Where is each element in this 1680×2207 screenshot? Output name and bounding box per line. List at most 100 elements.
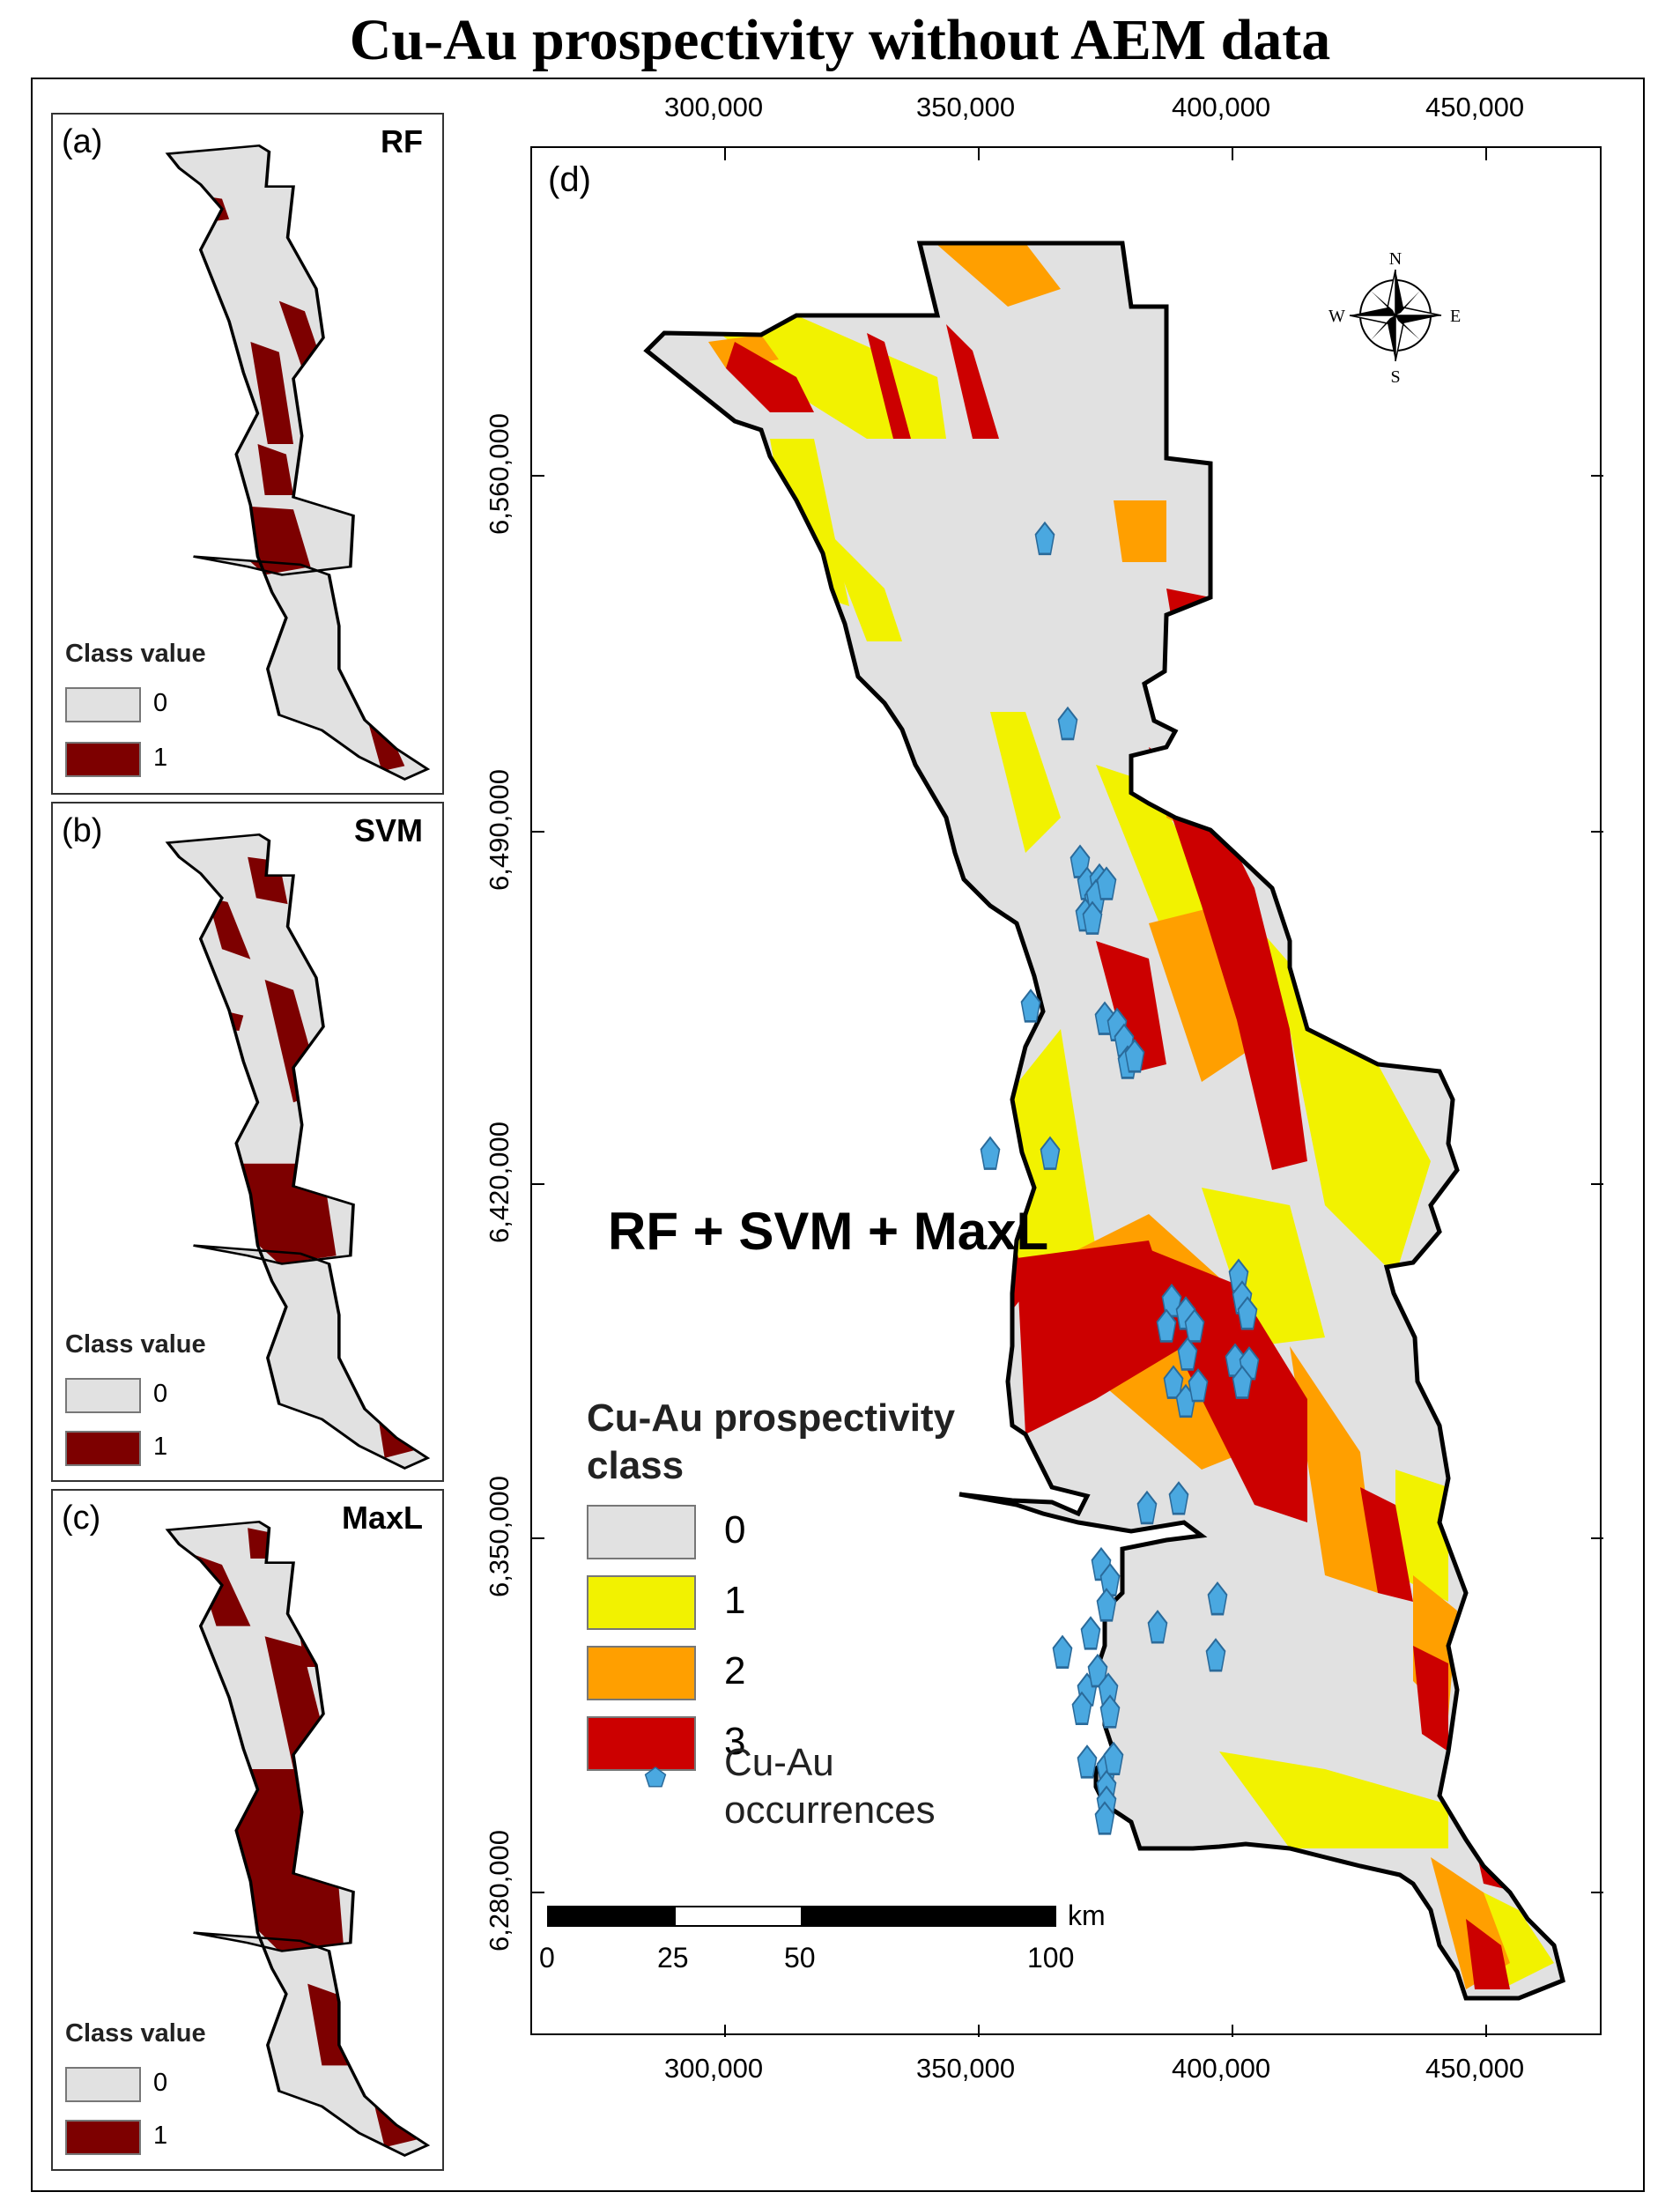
prospectivity-patch <box>1466 1919 1510 1989</box>
occurrence-point <box>1168 1481 1189 1515</box>
compass-s: S <box>1390 367 1400 387</box>
panel-name: RF <box>381 123 423 159</box>
occurrence-point <box>1177 1337 1198 1371</box>
y-tick-left-6280000: 6,280,000 <box>483 1830 514 1951</box>
region-outline <box>165 144 431 781</box>
occurrence-point <box>1020 989 1041 1023</box>
legend-occurrence-icon <box>644 1766 667 1788</box>
compass-rose-icon: N S E W <box>1328 249 1461 387</box>
occurrence-points <box>980 521 1260 1835</box>
main-map-panel: N S E W (d) RF + SVM + MaxL Cu-Au prospe… <box>530 146 1603 2037</box>
y-tick-left-6490000: 6,490,000 <box>483 769 514 891</box>
occurrence-point <box>1099 1694 1121 1729</box>
y-tick-left-6350000: 6,350,000 <box>483 1476 514 1597</box>
legend-swatch-3 <box>587 1716 696 1771</box>
legend-swatch-0 <box>587 1505 696 1559</box>
panel-name: SVM <box>353 812 423 848</box>
occurrence-point <box>1163 1365 1184 1399</box>
panel-maxl: (c) MaxL Class value 0 1 <box>51 1489 444 2171</box>
occurrence-point <box>1052 1634 1073 1669</box>
panel-label: (b) <box>62 812 103 849</box>
prospectivity-patch <box>823 791 902 853</box>
occurrence-point <box>980 1136 1001 1170</box>
y-tick-left-6560000: 6,560,000 <box>483 413 514 535</box>
prospectivity-patch <box>946 324 999 439</box>
scale-label-25: 25 <box>657 1942 689 1974</box>
class-1-patch <box>250 342 293 444</box>
prospectivity-patch <box>1114 500 1166 562</box>
occurrence-point <box>1124 1039 1145 1073</box>
occurrence-point <box>1232 1365 1253 1399</box>
prospectivity-patch <box>990 712 1061 853</box>
scale-unit: km <box>1068 1900 1106 1931</box>
region-outline <box>165 1520 431 2158</box>
legend-swatch-0 <box>65 2067 141 2102</box>
combination-label: RF + SVM + MaxL <box>608 1202 1049 1261</box>
legend-label-0: 0 <box>153 1380 168 1408</box>
occurrence-point <box>1080 1616 1101 1650</box>
compass-w: W <box>1328 307 1345 326</box>
occurrence-point <box>1103 1741 1124 1776</box>
compass-n: N <box>1389 249 1402 269</box>
legend-label-1: 1 <box>153 744 168 772</box>
occurrence-point <box>1147 1610 1168 1644</box>
prospectivity-patch <box>937 243 1061 307</box>
legend-occurrence-label: Cu-Au occurrences <box>724 1741 936 1832</box>
x-tick-top-350000: 350,000 <box>916 92 1016 122</box>
occurrence-point <box>1096 1588 1117 1622</box>
panel-label: (d) <box>548 160 591 199</box>
rf-map <box>165 144 431 781</box>
x-tick-bottom-400000: 400,000 <box>1172 2053 1271 2084</box>
prospectivity-patch <box>761 571 805 641</box>
scale-bar <box>547 1906 1056 1927</box>
panel-name: MaxL <box>341 1500 423 1536</box>
scale-label-0: 0 <box>539 1942 555 1974</box>
x-tick-top-400000: 400,000 <box>1172 92 1271 122</box>
legend-swatch-0 <box>65 1378 141 1413</box>
prospectivity-patch <box>1219 1752 1448 1848</box>
prospectivity-patch <box>1149 747 1307 1170</box>
panel-rf: (a) RF Class value 0 1 <box>51 113 444 795</box>
prospectivity-patch <box>1202 1188 1325 1346</box>
occurrence-point <box>1205 1638 1226 1672</box>
occurrence-point <box>1071 1691 1092 1726</box>
prospectivity-patch <box>1395 1470 1448 1602</box>
occurrence-point <box>1184 1308 1205 1343</box>
legend-swatch-1 <box>65 2120 141 2155</box>
prospectivity-patch <box>1413 1646 1448 1752</box>
prospectivity-patch <box>1290 1346 1378 1593</box>
class-1-patch <box>248 1528 271 1559</box>
legend-swatch-2 <box>587 1646 696 1700</box>
prospectivity-patch <box>902 906 1025 1073</box>
class-1-patch <box>315 393 344 475</box>
occurrence-point <box>1188 1367 1209 1403</box>
occurrence-point <box>1237 1296 1258 1330</box>
occurrence-point <box>1040 1136 1061 1170</box>
prospectivity-patch <box>726 342 814 412</box>
maxl-map <box>165 1520 431 2158</box>
x-tick-top-450000: 450,000 <box>1425 92 1525 122</box>
legend-label-0: 0 <box>724 1508 746 1552</box>
combined-prospectivity-map: N S E W <box>532 148 1603 2037</box>
x-tick-bottom-300000: 300,000 <box>664 2053 764 2084</box>
x-tick-top-300000: 300,000 <box>664 92 764 122</box>
occurrence-point <box>1207 1581 1228 1616</box>
legend-swatch-1 <box>587 1575 696 1630</box>
scale-label-50: 50 <box>784 1942 816 1974</box>
legend-label-2: 2 <box>724 1649 746 1692</box>
prospectivity-patch <box>1254 923 1431 1276</box>
occurrence-point <box>1136 1490 1158 1525</box>
legend-label-1: 1 <box>724 1579 746 1622</box>
svm-map <box>165 833 431 1470</box>
prospectivity-patch <box>911 941 1025 1337</box>
figure-frame <box>31 78 1645 2192</box>
panel-svm: (b) SVM Class value 0 1 <box>51 802 444 1482</box>
class-1-patch <box>307 1071 351 1174</box>
prospectivity-patch <box>1360 1487 1413 1602</box>
compass-e: E <box>1450 307 1461 326</box>
legend-title: Cu-Au prospectivity class <box>587 1396 956 1487</box>
prospectivity-patch <box>823 527 902 641</box>
class-1-patch <box>207 898 251 959</box>
occurrence-point <box>1034 521 1055 556</box>
prospectivity-patch <box>1096 941 1166 1073</box>
